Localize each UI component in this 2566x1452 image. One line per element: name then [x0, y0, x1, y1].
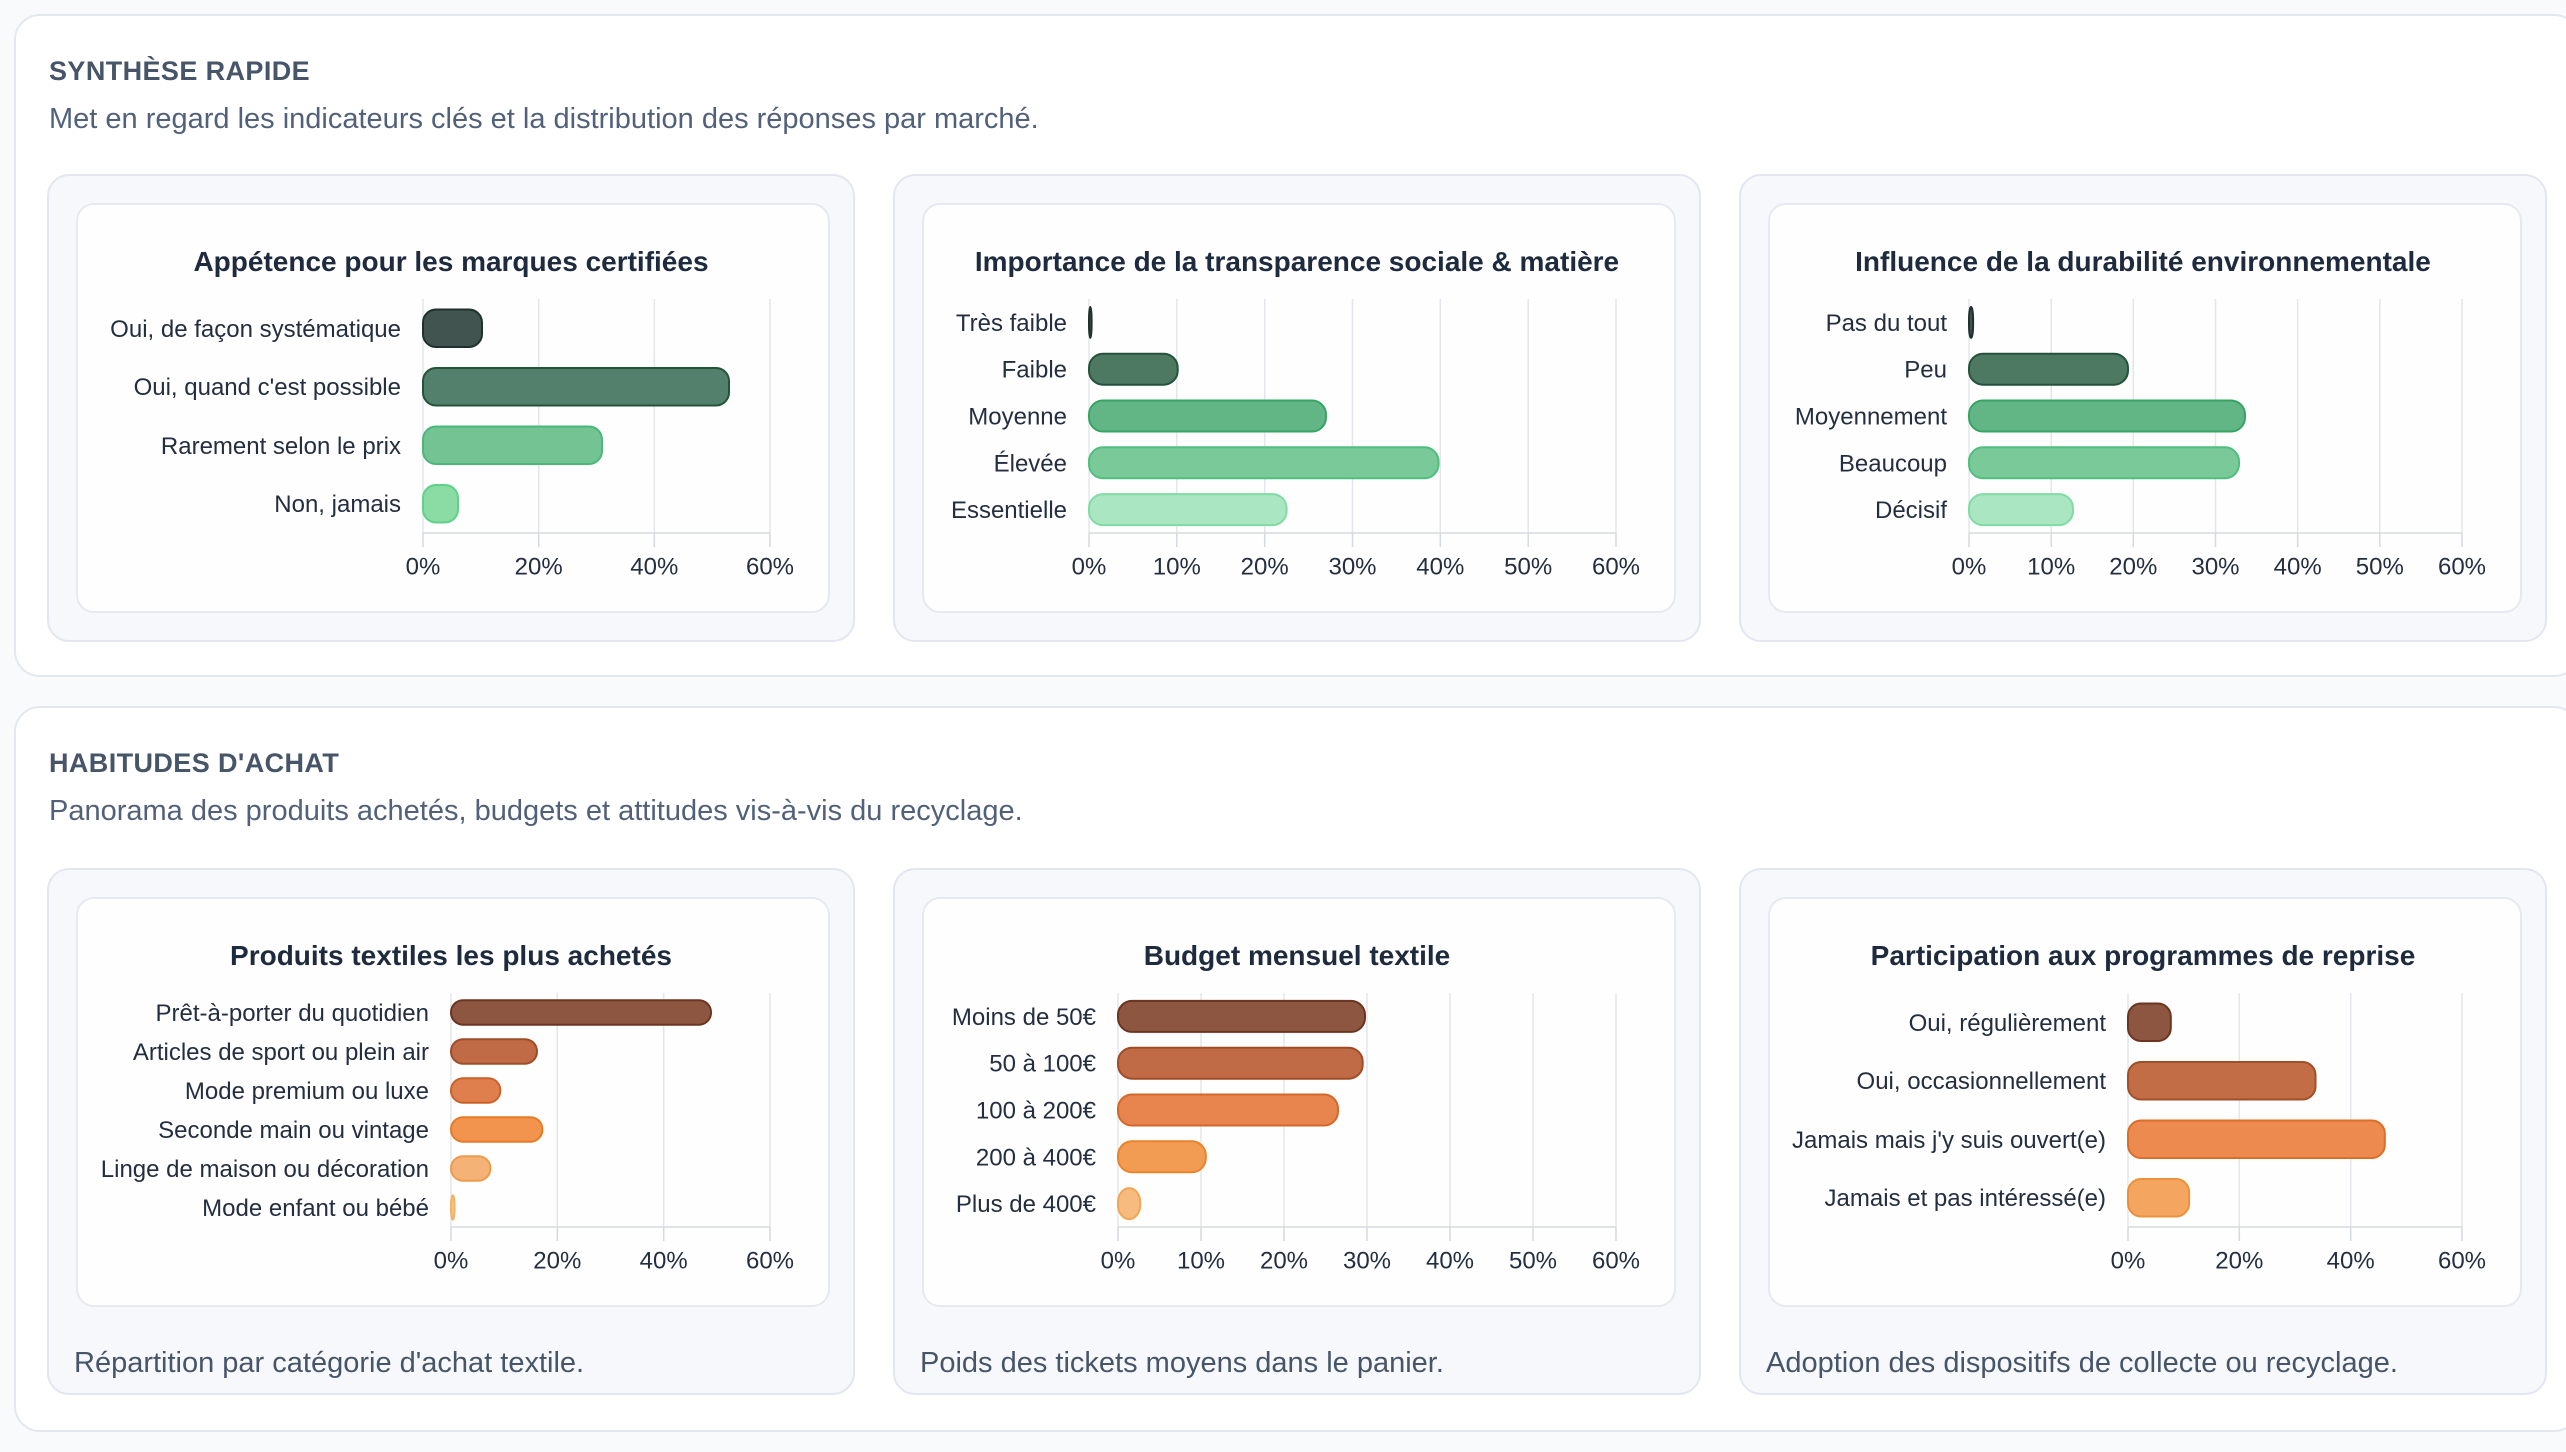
- svg-text:60%: 60%: [1592, 554, 1640, 581]
- svg-text:0%: 0%: [406, 554, 441, 581]
- svg-text:Non, jamais: Non, jamais: [274, 491, 401, 518]
- svg-text:Budget mensuel textile: Budget mensuel textile: [1144, 940, 1451, 971]
- svg-text:Produits textiles les plus ach: Produits textiles les plus achetés: [230, 940, 672, 971]
- svg-text:Influence de la durabilité env: Influence de la durabilité environnement…: [1855, 246, 2431, 277]
- svg-text:Mode enfant ou bébé: Mode enfant ou bébé: [202, 1195, 429, 1222]
- svg-text:40%: 40%: [2327, 1248, 2375, 1275]
- svg-text:Moyenne: Moyenne: [968, 404, 1067, 431]
- svg-text:20%: 20%: [1241, 554, 1289, 581]
- svg-text:30%: 30%: [1343, 1248, 1391, 1275]
- svg-text:Participation aux programmes d: Participation aux programmes de reprise: [1871, 940, 2416, 971]
- svg-text:Mode premium ou luxe: Mode premium ou luxe: [185, 1078, 429, 1105]
- svg-text:Appétence pour les marques cer: Appétence pour les marques certifiées: [193, 246, 708, 277]
- svg-text:0%: 0%: [1072, 554, 1107, 581]
- svg-text:40%: 40%: [1416, 554, 1464, 581]
- svg-text:Oui, occasionnellement: Oui, occasionnellement: [1857, 1068, 2107, 1095]
- svg-text:Linge de maison ou décoration: Linge de maison ou décoration: [101, 1156, 429, 1183]
- svg-text:50%: 50%: [1504, 554, 1552, 581]
- svg-text:Faible: Faible: [1002, 357, 1067, 384]
- svg-text:Élevée: Élevée: [994, 450, 1067, 477]
- svg-text:60%: 60%: [746, 1248, 794, 1275]
- svg-text:10%: 10%: [1153, 554, 1201, 581]
- svg-text:200 à 400€: 200 à 400€: [976, 1144, 1097, 1171]
- svg-text:50%: 50%: [2356, 554, 2404, 581]
- svg-text:Oui, de façon systématique: Oui, de façon systématique: [110, 316, 401, 343]
- svg-text:60%: 60%: [1592, 1248, 1640, 1275]
- svg-text:Prêt-à-porter du quotidien: Prêt-à-porter du quotidien: [156, 1000, 430, 1027]
- svg-text:40%: 40%: [640, 1248, 688, 1275]
- svg-text:0%: 0%: [1952, 554, 1987, 581]
- svg-text:100 à 200€: 100 à 200€: [976, 1098, 1097, 1125]
- svg-text:60%: 60%: [746, 554, 794, 581]
- svg-text:20%: 20%: [1260, 1248, 1308, 1275]
- svg-text:Oui, régulièrement: Oui, régulièrement: [1909, 1010, 2107, 1037]
- svg-text:60%: 60%: [2438, 1248, 2486, 1275]
- svg-text:0%: 0%: [2111, 1248, 2146, 1275]
- svg-text:30%: 30%: [1328, 554, 1376, 581]
- svg-text:20%: 20%: [2109, 554, 2157, 581]
- svg-text:50%: 50%: [1509, 1248, 1557, 1275]
- svg-text:60%: 60%: [2438, 554, 2486, 581]
- svg-text:Décisif: Décisif: [1875, 497, 1947, 524]
- svg-text:Rarement selon le prix: Rarement selon le prix: [161, 433, 401, 460]
- svg-text:Articles de sport ou plein air: Articles de sport ou plein air: [133, 1039, 429, 1066]
- svg-text:0%: 0%: [434, 1248, 469, 1275]
- svg-text:Jamais mais j'y suis ouvert(e): Jamais mais j'y suis ouvert(e): [1792, 1127, 2106, 1154]
- svg-text:Seconde main ou vintage: Seconde main ou vintage: [158, 1117, 429, 1144]
- svg-text:Moins de 50€: Moins de 50€: [952, 1004, 1097, 1031]
- svg-text:Très faible: Très faible: [956, 310, 1067, 337]
- svg-text:30%: 30%: [2191, 554, 2239, 581]
- svg-text:Pas du tout: Pas du tout: [1826, 310, 1948, 337]
- svg-text:40%: 40%: [630, 554, 678, 581]
- svg-text:Oui, quand c'est possible: Oui, quand c'est possible: [134, 374, 401, 401]
- svg-text:40%: 40%: [1426, 1248, 1474, 1275]
- svg-text:20%: 20%: [515, 554, 563, 581]
- svg-text:0%: 0%: [1101, 1248, 1136, 1275]
- svg-text:40%: 40%: [2274, 554, 2322, 581]
- svg-text:Essentielle: Essentielle: [951, 497, 1067, 524]
- svg-text:20%: 20%: [2215, 1248, 2263, 1275]
- svg-text:Importance de la transparence: Importance de la transparence sociale & …: [975, 246, 1619, 277]
- svg-text:50 à 100€: 50 à 100€: [989, 1051, 1096, 1078]
- svg-text:20%: 20%: [533, 1248, 581, 1275]
- svg-text:Peu: Peu: [1904, 357, 1947, 384]
- svg-text:Moyennement: Moyennement: [1795, 404, 1947, 431]
- svg-text:10%: 10%: [1177, 1248, 1225, 1275]
- svg-text:Beaucoup: Beaucoup: [1839, 450, 1947, 477]
- svg-text:Jamais et pas intéressé(e): Jamais et pas intéressé(e): [1825, 1185, 2106, 1212]
- svg-text:Plus de 400€: Plus de 400€: [956, 1191, 1097, 1218]
- svg-text:10%: 10%: [2027, 554, 2075, 581]
